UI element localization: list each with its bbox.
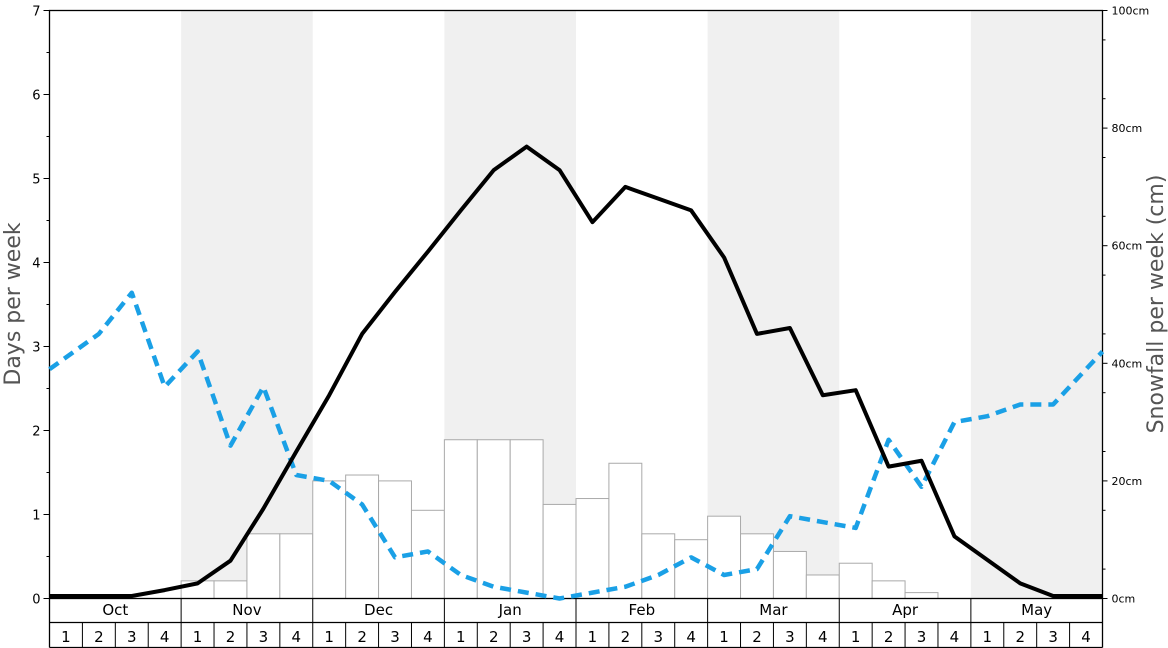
- month-label-mar: Mar: [759, 601, 788, 619]
- snowfall-bar: [213, 580, 248, 599]
- snowfall-bar: [772, 550, 807, 600]
- month-shading: [181, 10, 1103, 599]
- week-label: 3: [785, 628, 795, 646]
- snowfall-bar: [476, 439, 511, 599]
- week-label: 2: [94, 628, 104, 646]
- right-tick-label: 40cm: [1112, 357, 1143, 370]
- left-tick-label: 0: [32, 593, 40, 608]
- snowfall-bar: [674, 539, 709, 600]
- week-label: 4: [686, 628, 696, 646]
- snowfall-bar: [608, 462, 643, 600]
- snowfall-bar: [838, 562, 873, 599]
- week-label: 2: [1015, 628, 1025, 646]
- week-label: 1: [193, 628, 203, 646]
- month-label-nov: Nov: [232, 601, 261, 619]
- month-shade-nov: [181, 10, 313, 599]
- month-label-jan: Jan: [498, 601, 522, 619]
- snowfall-bar: [246, 533, 281, 600]
- left-tick-label: 7: [32, 5, 40, 20]
- week-label: 4: [292, 628, 302, 646]
- week-label: 4: [1081, 628, 1091, 646]
- week-label: 4: [818, 628, 828, 646]
- week-label: 3: [259, 628, 269, 646]
- week-label: 1: [61, 628, 71, 646]
- month-label-dec: Dec: [364, 601, 393, 619]
- month-label-oct: Oct: [102, 601, 128, 619]
- trend-lines: [48, 144, 1105, 601]
- month-shade-may: [970, 10, 1103, 599]
- week-label: 3: [1048, 628, 1058, 646]
- week-label: 4: [423, 628, 433, 646]
- left-tick-label: 6: [32, 89, 40, 104]
- month-week-axis: Oct 1 2 3 4 Nov 1 2 3 4 Dec 1 2 3 4 Jan 1 2 3 4 Feb 1 2 3 4 Mar 1 2…: [48, 598, 1104, 648]
- right-tick-label: 0cm: [1112, 593, 1136, 606]
- y-right-label: Snowfall per week (cm): [1144, 175, 1168, 434]
- snowfall-bar: [575, 498, 610, 600]
- left-tick-label: 1: [32, 509, 40, 524]
- week-label: 1: [851, 628, 861, 646]
- week-label: 2: [489, 628, 499, 646]
- snowfall-bar: [312, 480, 347, 599]
- right-tick-label: 20cm: [1112, 475, 1143, 488]
- week-label: 1: [983, 628, 993, 646]
- snowfall-bar: [542, 503, 577, 600]
- week-label: 2: [884, 628, 894, 646]
- y-left-label: Days per week: [1, 222, 26, 385]
- snowfall-bar: [871, 580, 906, 599]
- week-label: 1: [719, 628, 729, 646]
- week-label: 2: [621, 628, 631, 646]
- snowfall-bar: [904, 592, 939, 599]
- week-label: 3: [390, 628, 400, 646]
- days-dashed-line: [48, 290, 1105, 601]
- left-tick-label: 5: [32, 173, 40, 188]
- snowfall-bar: [805, 574, 840, 599]
- snowfall-bar: [509, 439, 544, 599]
- left-tick-label: 4: [32, 257, 40, 272]
- week-label: 2: [357, 628, 367, 646]
- week-label: 3: [653, 628, 663, 646]
- month-shade-mar: [707, 10, 840, 599]
- snowfall-bar: [410, 509, 445, 599]
- week-label: 1: [456, 628, 466, 646]
- week-label: 3: [522, 628, 532, 646]
- days-solid-line: [49, 144, 1103, 598]
- right-tick-label: 60cm: [1112, 240, 1143, 253]
- right-axis: 0cm 20cm 40cm 60cm 80cm 100cm: [1102, 5, 1150, 606]
- month-label-apr: Apr: [892, 601, 919, 619]
- snowfall-bar: [279, 533, 314, 600]
- snowfall-bar: [707, 515, 742, 599]
- month-label-feb: Feb: [629, 601, 656, 619]
- week-label: 2: [226, 628, 236, 646]
- week-label: 4: [950, 628, 960, 646]
- left-axis: 0 1 2 3 4 5 6 7: [32, 5, 50, 608]
- snowfall-bar: [443, 439, 478, 599]
- week-label: 4: [555, 628, 565, 646]
- week-label: 4: [160, 628, 170, 646]
- left-tick-label: 3: [32, 341, 40, 356]
- right-tick-label: 80cm: [1112, 122, 1143, 135]
- snowfall-bar: [641, 533, 676, 600]
- week-label: 3: [127, 628, 137, 646]
- week-label: 3: [917, 628, 927, 646]
- week-label: 1: [324, 628, 334, 646]
- right-tick-label: 100cm: [1112, 5, 1150, 18]
- left-tick-label: 2: [32, 425, 40, 440]
- month-label-may: May: [1021, 601, 1052, 619]
- week-label: 1: [588, 628, 598, 646]
- week-label: 2: [752, 628, 762, 646]
